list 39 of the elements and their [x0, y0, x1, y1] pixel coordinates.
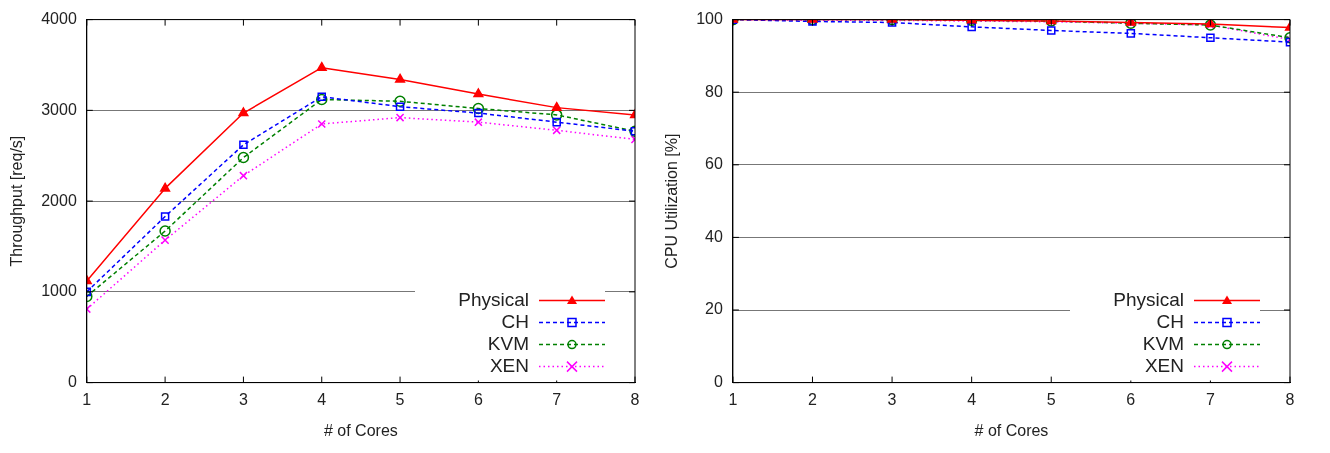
- y-tick-label: 20: [705, 300, 723, 318]
- x-axis-title: # of Cores: [974, 421, 1049, 439]
- x-tick-label: 3: [887, 390, 897, 408]
- y-axis-title: Throughput [req/s]: [8, 135, 26, 267]
- y-tick-label: 40: [705, 227, 723, 245]
- legend-label: XEN: [489, 354, 529, 376]
- x-tick-label: 3: [238, 390, 248, 408]
- x-tick-label: 8: [1285, 390, 1295, 408]
- y-tick-label: 100: [696, 10, 723, 28]
- x-tick-label: 2: [160, 390, 170, 408]
- x-tick-label: 4: [317, 390, 327, 408]
- x-axis-title: # of Cores: [323, 421, 398, 439]
- x-tick-label: 2: [808, 390, 818, 408]
- y-tick-label: 60: [705, 155, 723, 173]
- legend-label: CH: [1156, 310, 1184, 332]
- x-tick-label: 7: [552, 390, 562, 408]
- x-tick-label: 5: [1046, 390, 1056, 408]
- x-tick-label: 6: [473, 390, 483, 408]
- x-tick-label: 1: [82, 390, 92, 408]
- x-tick-label: 7: [1205, 390, 1215, 408]
- x-tick-label: 6: [1126, 390, 1136, 408]
- y-tick-label: 0: [713, 373, 723, 391]
- x-tick-label: 8: [630, 390, 640, 408]
- legend-label: KVM: [487, 332, 529, 354]
- legend-label: CH: [501, 310, 529, 332]
- x-tick-label: 4: [967, 390, 977, 408]
- y-tick-label: 4000: [41, 10, 77, 28]
- legend-label: Physical: [1113, 288, 1184, 310]
- y-tick-label: 0: [67, 373, 77, 391]
- y-tick-label: 3000: [41, 100, 77, 118]
- y-tick-label: 1000: [41, 282, 77, 300]
- x-tick-label: 5: [395, 390, 405, 408]
- y-tick-label: 80: [705, 82, 723, 100]
- x-tick-label: 1: [728, 390, 738, 408]
- legend-label: XEN: [1144, 354, 1184, 376]
- legend-label: KVM: [1142, 332, 1184, 354]
- y-tick-label: 2000: [41, 191, 77, 209]
- legend-label: Physical: [458, 288, 529, 310]
- y-axis-title: CPU Utilization [%]: [663, 133, 681, 269]
